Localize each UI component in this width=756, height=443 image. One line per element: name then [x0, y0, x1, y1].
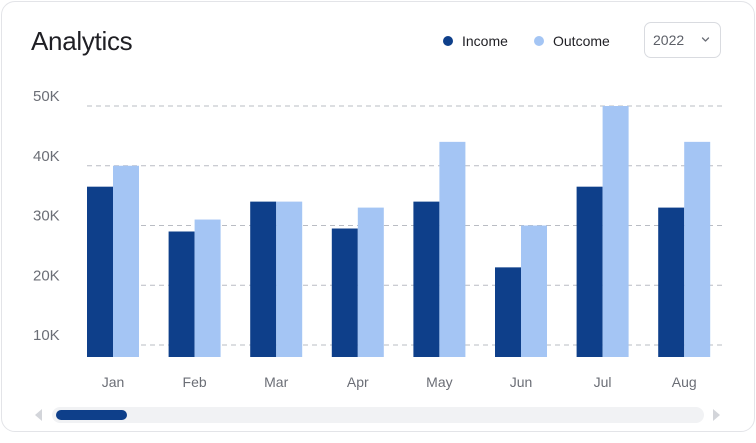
y-tick-label: 50K — [33, 88, 60, 105]
outcome-bar — [521, 225, 547, 357]
chevron-down-icon — [701, 37, 710, 42]
scrollbar-thumb[interactable] — [56, 410, 127, 420]
y-tick-label: 20K — [33, 267, 60, 284]
x-tick-label: Mar — [264, 374, 288, 390]
legend-item-outcome: Outcome — [534, 33, 610, 49]
outcome-bar — [602, 106, 629, 357]
year-select-value: 2022 — [653, 32, 685, 48]
scroll-right-arrow-icon[interactable] — [711, 407, 723, 423]
legend-label-outcome: Outcome — [553, 33, 610, 49]
outcome-bar — [194, 219, 221, 357]
income-bar — [87, 186, 113, 357]
income-bar — [331, 228, 358, 357]
x-tick-label: Aug — [672, 374, 697, 390]
income-bar — [658, 207, 685, 357]
year-select[interactable]: 2022 — [644, 22, 721, 58]
outcome-bar — [439, 141, 466, 357]
y-tick-label: 10K — [33, 327, 60, 344]
card-title: Analytics — [31, 26, 133, 56]
outcome-bar — [276, 201, 303, 357]
x-tick-label: Jan — [102, 374, 125, 390]
outcome-bar — [684, 141, 711, 357]
x-tick-label: Apr — [347, 374, 369, 390]
income-legend-dot-icon — [443, 36, 453, 46]
y-tick-label: 30K — [33, 208, 60, 225]
legend-item-income: Income — [443, 33, 508, 49]
income-bar — [168, 231, 195, 357]
income-bar — [413, 201, 440, 357]
legend-label-income: Income — [462, 33, 508, 49]
x-tick-label: Jul — [594, 374, 612, 390]
horizontal-scrollbar[interactable] — [52, 407, 704, 423]
income-bar — [495, 267, 521, 357]
scroll-left-arrow-icon[interactable] — [32, 407, 44, 423]
income-bar — [576, 186, 603, 357]
x-tick-label: Jun — [510, 374, 533, 390]
outcome-legend-dot-icon — [534, 36, 544, 46]
outcome-bar — [357, 207, 384, 357]
x-tick-label: Feb — [183, 374, 207, 390]
income-bar — [250, 201, 277, 357]
outcome-bar — [113, 165, 139, 357]
x-tick-label: May — [426, 374, 452, 390]
y-tick-label: 40K — [33, 148, 60, 165]
